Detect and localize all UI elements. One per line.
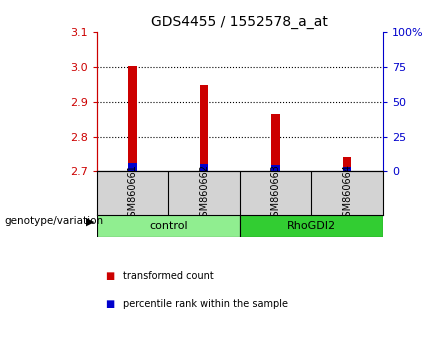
Text: GSM860664: GSM860664 (342, 164, 352, 223)
Text: genotype/variation: genotype/variation (4, 216, 103, 226)
Text: GSM860661: GSM860661 (128, 164, 138, 223)
Text: RhoGDI2: RhoGDI2 (287, 221, 336, 231)
Bar (200, 164, 209, 171)
Text: ■: ■ (106, 299, 115, 309)
Bar (128, 66, 137, 171)
Bar (240, 215, 383, 237)
Text: percentile rank within the sample: percentile rank within the sample (123, 299, 288, 309)
Text: GSM860662: GSM860662 (199, 164, 209, 223)
Text: control: control (149, 221, 187, 231)
Bar (128, 163, 137, 171)
Bar (200, 85, 209, 171)
Bar (271, 114, 280, 171)
Text: transformed count: transformed count (123, 271, 214, 281)
Bar (343, 157, 351, 171)
Bar (97, 215, 240, 237)
Text: ■: ■ (106, 271, 115, 281)
Bar (271, 165, 280, 171)
Text: ▶: ▶ (86, 216, 94, 226)
Title: GDS4455 / 1552578_a_at: GDS4455 / 1552578_a_at (151, 16, 328, 29)
Text: GSM860663: GSM860663 (271, 164, 281, 223)
Bar (343, 166, 351, 171)
